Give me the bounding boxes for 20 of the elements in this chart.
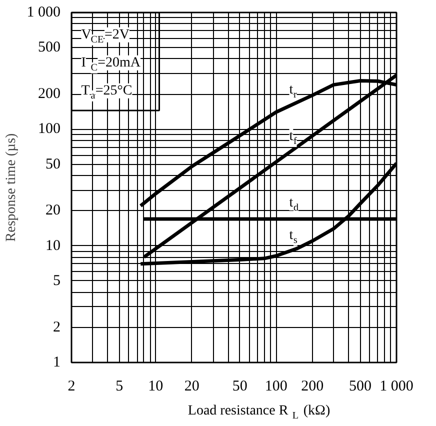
y-tick-label: 200 bbox=[38, 86, 60, 102]
y-tick-label: 2 bbox=[53, 319, 60, 336]
x-tick-label: 500 bbox=[349, 378, 372, 394]
y-axis-title: Response time (µs) bbox=[4, 132, 19, 242]
x-tick-label: 200 bbox=[301, 378, 324, 394]
x-tick-label: 5 bbox=[116, 378, 124, 394]
y-tick-label: 500 bbox=[38, 40, 60, 56]
x-tick-label: 100 bbox=[264, 378, 288, 394]
y-tick-label: 50 bbox=[46, 156, 60, 172]
y-tick-label: 20 bbox=[46, 202, 60, 219]
x-tick-label: 10 bbox=[148, 378, 164, 394]
y-tick-label: 1 000 bbox=[26, 4, 60, 20]
x-tick-label: 1 000 bbox=[380, 378, 414, 394]
y-tick-label: 10 bbox=[46, 238, 60, 254]
y-tick-label: 100 bbox=[38, 121, 60, 138]
x-tick-label: 50 bbox=[232, 378, 248, 394]
y-tick-label: 5 bbox=[53, 272, 60, 289]
x-tick-label: 20 bbox=[184, 378, 200, 394]
x-tick-label: 2 bbox=[68, 378, 76, 394]
y-tick-label: 1 bbox=[53, 354, 60, 370]
